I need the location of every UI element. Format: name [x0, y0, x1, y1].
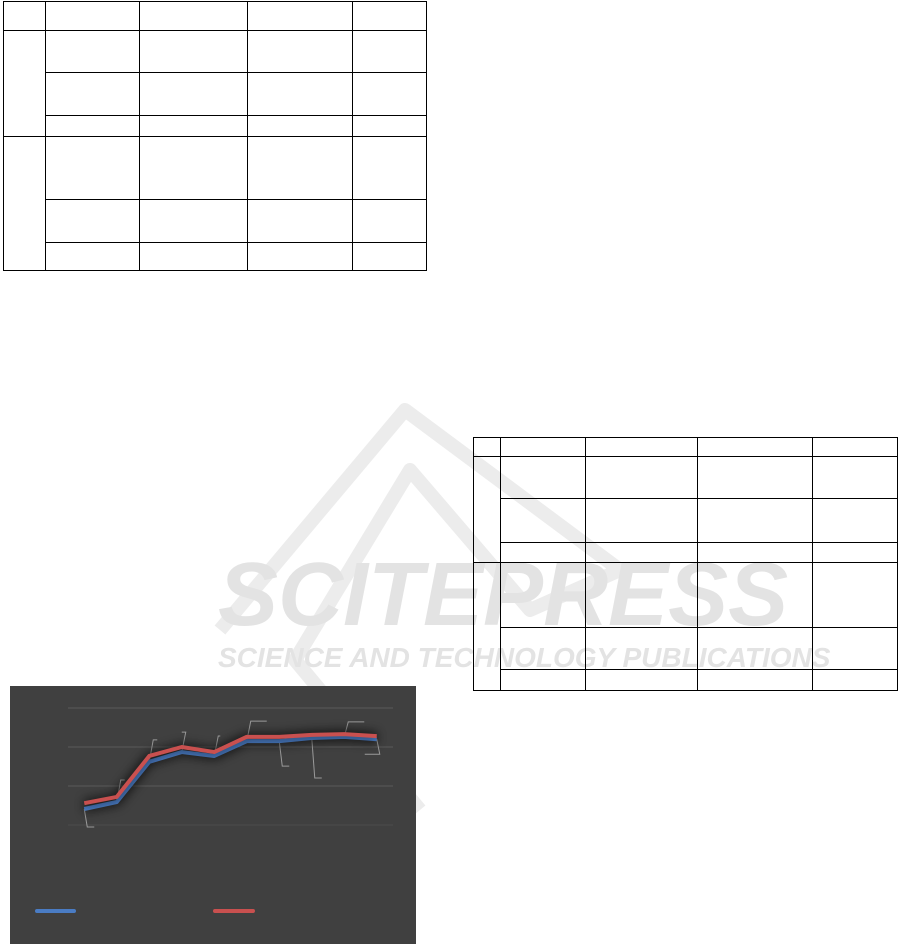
- line-chart-svg: [10, 686, 416, 944]
- table-row: [4, 200, 427, 243]
- table-row: [474, 563, 898, 628]
- table-row: [4, 31, 427, 73]
- table-row: [4, 243, 427, 271]
- leader-line: [312, 738, 322, 778]
- table-2: [473, 437, 898, 691]
- table-row: [474, 438, 898, 457]
- table-row: [4, 116, 427, 137]
- table-row: [474, 543, 898, 563]
- table-row: [474, 670, 898, 691]
- table-row: [4, 2, 427, 31]
- table-row: [474, 457, 898, 499]
- table-row: [4, 137, 427, 200]
- table-row: [4, 73, 427, 116]
- line-chart: [10, 686, 416, 944]
- table-1: [3, 1, 427, 271]
- table-row: [474, 499, 898, 543]
- table-row: [474, 628, 898, 670]
